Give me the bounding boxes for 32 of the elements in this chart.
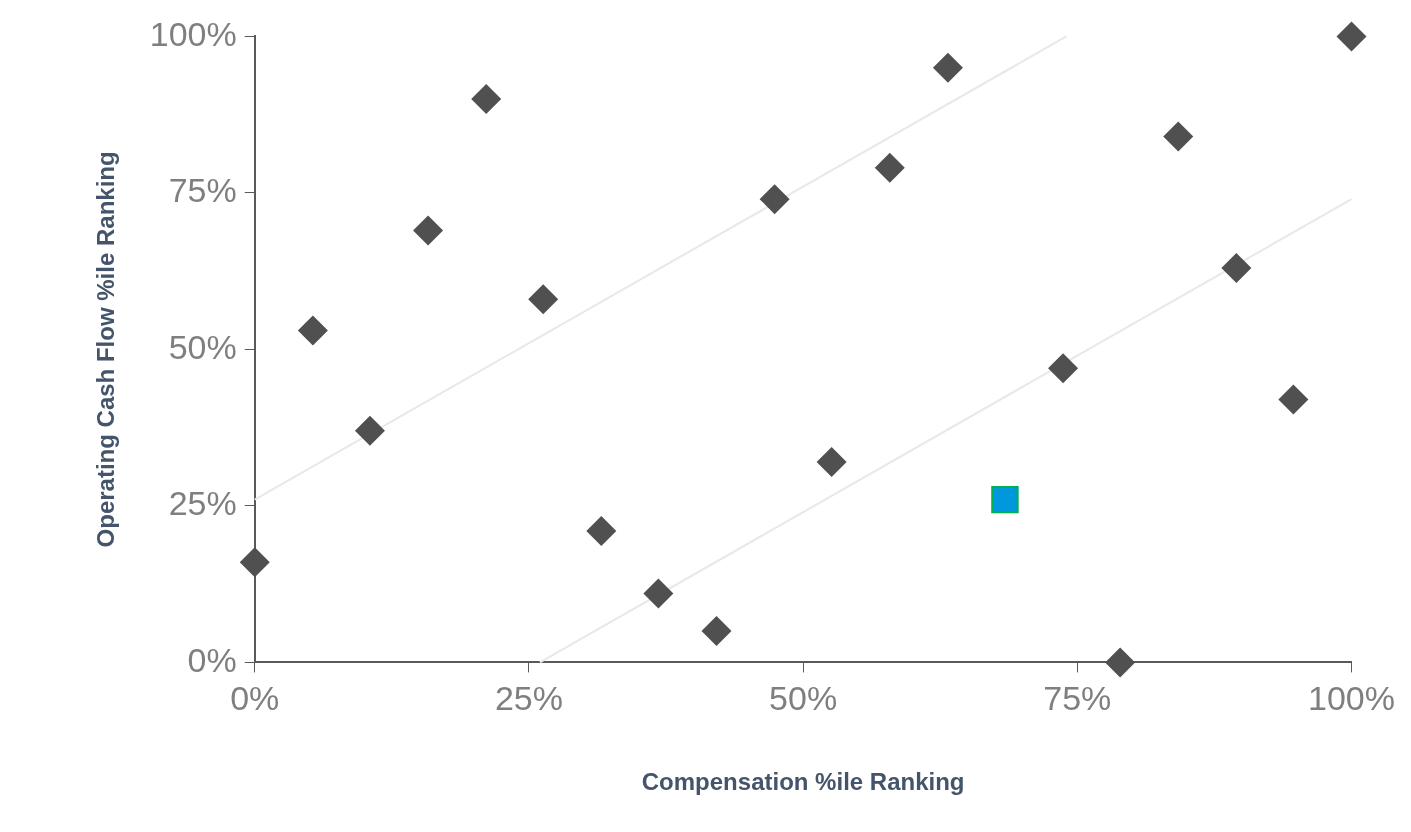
point (586, 515, 617, 546)
x-tick-label: 25% (494, 679, 563, 718)
y-tick-label: 0% (187, 640, 237, 679)
point (816, 447, 847, 478)
point (354, 415, 385, 446)
point (1105, 647, 1136, 678)
x-tick-label: 0% (230, 679, 280, 718)
point (643, 578, 674, 609)
point (1278, 384, 1309, 415)
point (932, 52, 963, 83)
x-tick-label: 75% (1043, 679, 1112, 718)
x-tick-label: 100% (1308, 679, 1395, 718)
x-axis-title: Compensation %ile Ranking (641, 768, 965, 796)
point (759, 184, 790, 215)
point (1221, 253, 1252, 284)
point (991, 485, 1019, 514)
x-tick-label: 50% (769, 679, 838, 718)
point (471, 84, 502, 114)
y-tick-label: 25% (168, 484, 237, 523)
y-tick-label: 100% (149, 14, 237, 53)
point (297, 315, 328, 346)
point (1048, 353, 1079, 384)
point (239, 547, 270, 578)
point (874, 152, 905, 183)
y-tick-label: 50% (168, 327, 237, 366)
point (1336, 21, 1367, 52)
point (528, 284, 559, 315)
point (1163, 121, 1194, 152)
y-tick-label: 75% (168, 171, 237, 210)
y-axis-title: Operating Cash Flow %ile Ranking (92, 151, 120, 548)
point (413, 215, 444, 246)
point (701, 616, 732, 647)
